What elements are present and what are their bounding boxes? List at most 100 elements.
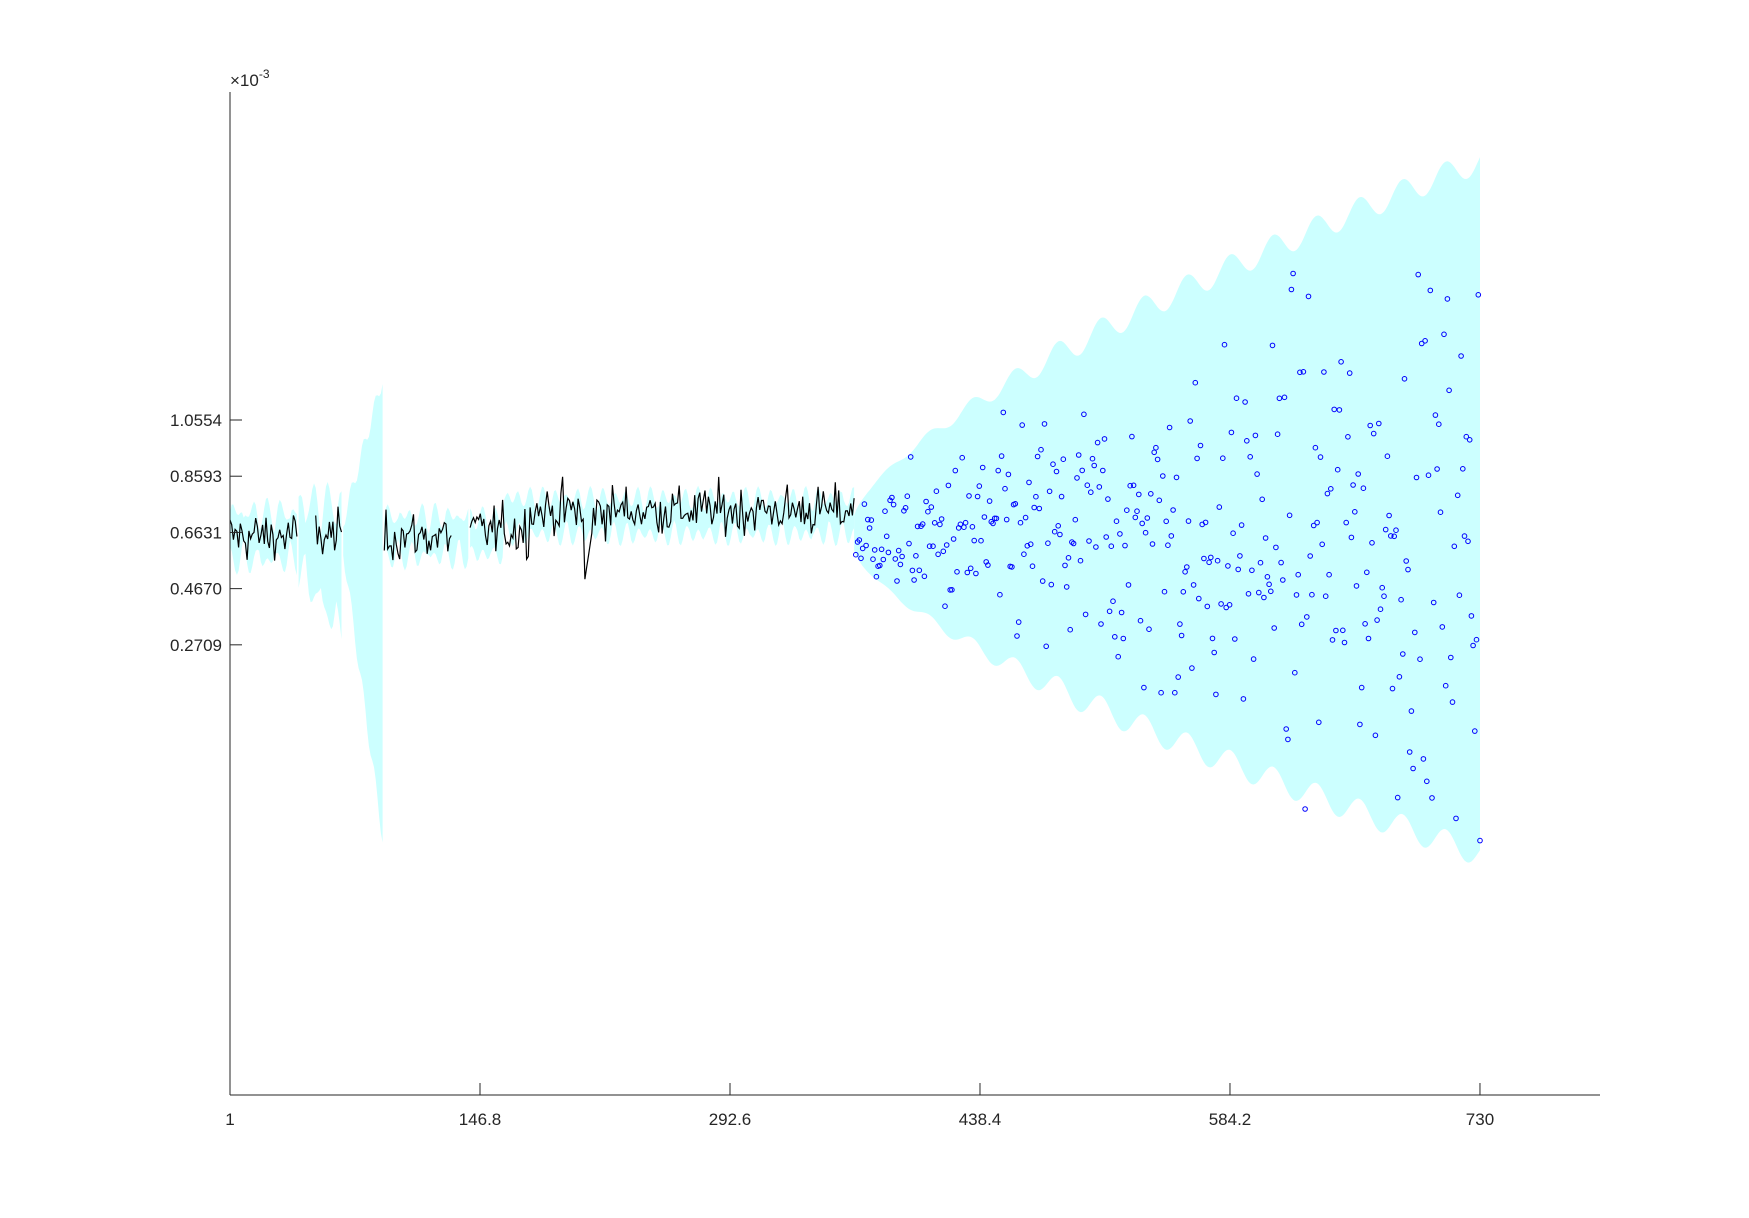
simulated-point [1346,370,1353,376]
simulated-point [1319,541,1325,548]
simulated-point [1168,533,1175,539]
simulated-point [1000,409,1007,416]
simulated-point [986,498,993,504]
simulated-point [1106,608,1113,615]
simulated-point [1103,534,1109,540]
simulated-point [976,483,983,489]
simulated-point [1340,627,1346,634]
simulated-point [1240,696,1247,702]
simulated-point [1281,394,1288,401]
simulated-point [1067,626,1073,633]
simulated-point [1160,473,1166,479]
simulated-point [1384,453,1391,460]
simulated-point [1058,493,1065,500]
y-tick-label: 0.8593 [170,467,222,486]
simulated-point [1257,559,1264,566]
simulated-point [1456,592,1463,599]
simulated-point [950,536,957,542]
simulated-point [907,454,914,460]
simulated-point [1388,533,1394,539]
simulated-point [1310,522,1317,529]
simulated-point [1244,438,1250,444]
simulated-point [1197,442,1204,449]
simulated-point [1232,636,1238,642]
simulated-point [1201,555,1207,562]
simulated-point [1276,395,1283,402]
observed-line-segment [383,509,452,561]
simulated-point [1418,340,1425,347]
simulated-point [1360,485,1367,492]
simulated-point [937,521,943,528]
simulated-point [1389,685,1396,692]
simulated-point [1046,488,1053,495]
simulated-point [1144,515,1151,521]
simulated-point [1288,286,1295,293]
simulated-point [1166,424,1173,431]
observed-line [229,476,855,580]
simulated-point [1034,453,1041,460]
simulated-point [1048,581,1055,588]
simulated-point [942,603,948,610]
simulated-point [901,508,907,514]
simulated-point [1475,292,1482,298]
simulated-point [1415,271,1421,278]
simulated-point [930,543,936,550]
simulated-point [1180,589,1187,595]
simulated-point [1379,584,1385,591]
simulated-point [1101,436,1108,442]
simulated-point [1367,422,1373,429]
simulated-point [916,567,923,574]
simulated-point [1235,566,1241,573]
simulated-point [1429,795,1435,801]
simulated-point [1259,496,1265,503]
simulated-point [1446,387,1452,394]
simulated-point [1307,553,1313,559]
simulated-point [1460,466,1466,472]
simulated-point [1178,632,1185,639]
simulated-point [1331,406,1337,413]
simulated-point [1430,599,1437,606]
simulated-point [1214,557,1221,564]
simulated-point [865,516,871,523]
simulated-point [1410,765,1416,772]
simulated-point [1002,485,1008,492]
simulated-point [1381,593,1387,600]
simulated-point [1027,541,1034,548]
simulated-point [979,464,986,471]
simulated-point [1154,456,1161,463]
simulated-point [868,517,875,523]
simulated-point [997,591,1003,598]
y-tick-label: 0.2709 [170,636,222,655]
simulated-point [877,562,883,569]
confidence-band-segment [343,384,383,843]
simulated-point [1185,518,1192,524]
simulated-point [949,587,955,593]
simulated-point [1364,569,1370,576]
simulated-point [1302,806,1308,812]
simulated-point [1374,617,1380,623]
simulated-point [1432,412,1439,418]
simulated-point [921,573,928,580]
simulated-point [1003,516,1010,523]
simulated-point [1190,582,1197,588]
simulated-point [959,454,966,461]
simulated-point [1110,598,1116,605]
simulated-point [978,537,984,544]
simulated-point [931,520,938,526]
simulated-point [873,573,880,580]
simulated-point [1161,588,1168,595]
simulated-point [1218,601,1224,607]
simulated-point [1413,474,1420,481]
simulated-point [1321,369,1327,375]
simulated-point [964,569,971,576]
simulated-point [1436,421,1442,428]
simulated-point [1063,584,1070,590]
simulated-point [1252,432,1259,439]
simulated-point [1062,562,1068,569]
simulated-point [1204,603,1211,610]
simulated-point [880,556,887,563]
simulated-point [1406,749,1413,755]
simulated-point [1216,504,1223,510]
simulated-point [1118,609,1125,616]
simulated-point [1461,533,1468,539]
